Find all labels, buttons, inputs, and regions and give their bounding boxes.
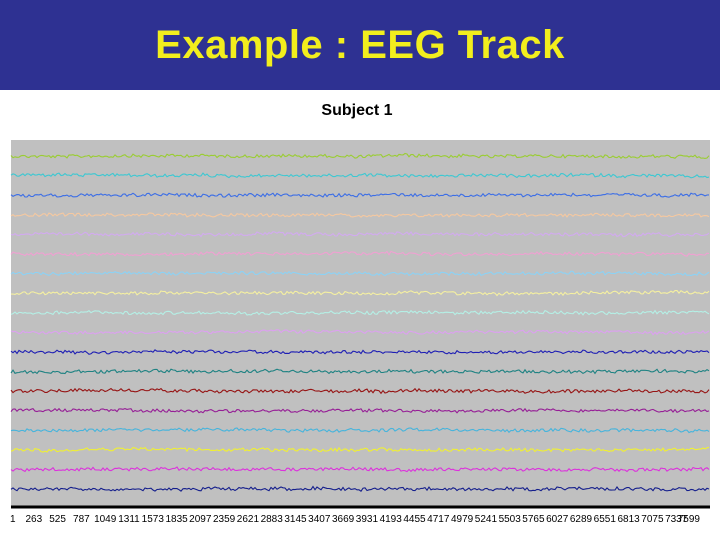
x-tick-label: 525 (49, 514, 66, 525)
slide-header: Example : EEG Track (0, 0, 720, 90)
eeg-channel-trace (10, 407, 710, 414)
eeg-channel-trace (10, 387, 710, 395)
eeg-channel-trace (10, 250, 710, 257)
x-tick-label: 1 (10, 514, 16, 525)
eeg-channel-trace (10, 427, 710, 434)
x-tick-label: 1049 (94, 514, 117, 525)
eeg-channel-trace (10, 289, 710, 297)
x-tick-label: 6289 (570, 514, 593, 525)
series-layer (10, 152, 710, 492)
eeg-channel-trace (10, 446, 710, 453)
x-tick-label: 4455 (403, 514, 426, 525)
eeg-channel-trace (10, 368, 710, 375)
x-tick-label: 2359 (213, 514, 236, 525)
x-tick-label: 2097 (189, 514, 212, 525)
x-tick-label: 5503 (499, 514, 522, 525)
eeg-channel-trace (10, 212, 710, 218)
x-tick-label: 2621 (237, 514, 260, 525)
x-tick-label: 6551 (594, 514, 617, 525)
x-tick-label: 263 (25, 514, 42, 525)
x-tick-label: 6813 (617, 514, 640, 525)
x-tick-label: 5241 (475, 514, 498, 525)
eeg-channel-trace (10, 192, 710, 198)
x-tick-label: 4979 (451, 514, 474, 525)
x-tick-label: 5765 (522, 514, 545, 525)
x-tick-label: 4193 (380, 514, 403, 525)
x-tick-label: 1573 (142, 514, 165, 525)
x-tick-label: 787 (73, 514, 90, 525)
eeg-channel-trace (10, 466, 710, 473)
x-tick-label: 3407 (308, 514, 331, 525)
eeg-channel-trace (10, 329, 710, 336)
plot-area (11, 140, 710, 506)
x-tick-label: 7599 (678, 514, 701, 525)
x-tick-label: 2883 (261, 514, 284, 525)
eeg-channel-trace (10, 309, 710, 316)
x-tick-labels: 1 263 525 787 1049 1311 1573 1835 2097 2359 2621 28… (10, 514, 700, 525)
eeg-channel-trace (10, 349, 710, 355)
slide-title: Example : EEG Track (155, 22, 565, 67)
eeg-channel-trace (10, 172, 710, 179)
eeg-channel-trace (10, 270, 710, 277)
x-tick-label: 3145 (284, 514, 307, 525)
x-tick-label: 4717 (427, 514, 450, 525)
x-tick-label: 6027 (546, 514, 569, 525)
x-tick-label: 1835 (165, 514, 188, 525)
eeg-channel-trace (10, 231, 710, 238)
chart-title: Subject 1 (321, 102, 393, 119)
x-tick-label: 1311 (118, 514, 140, 525)
eeg-channel-trace (10, 152, 710, 159)
x-tick-label: 7337 (665, 514, 688, 525)
x-tick-label: 3931 (356, 514, 379, 525)
x-tick-label: 7075 (641, 514, 664, 525)
eeg-channel-trace (10, 485, 710, 492)
x-tick-label: 3669 (332, 514, 355, 525)
